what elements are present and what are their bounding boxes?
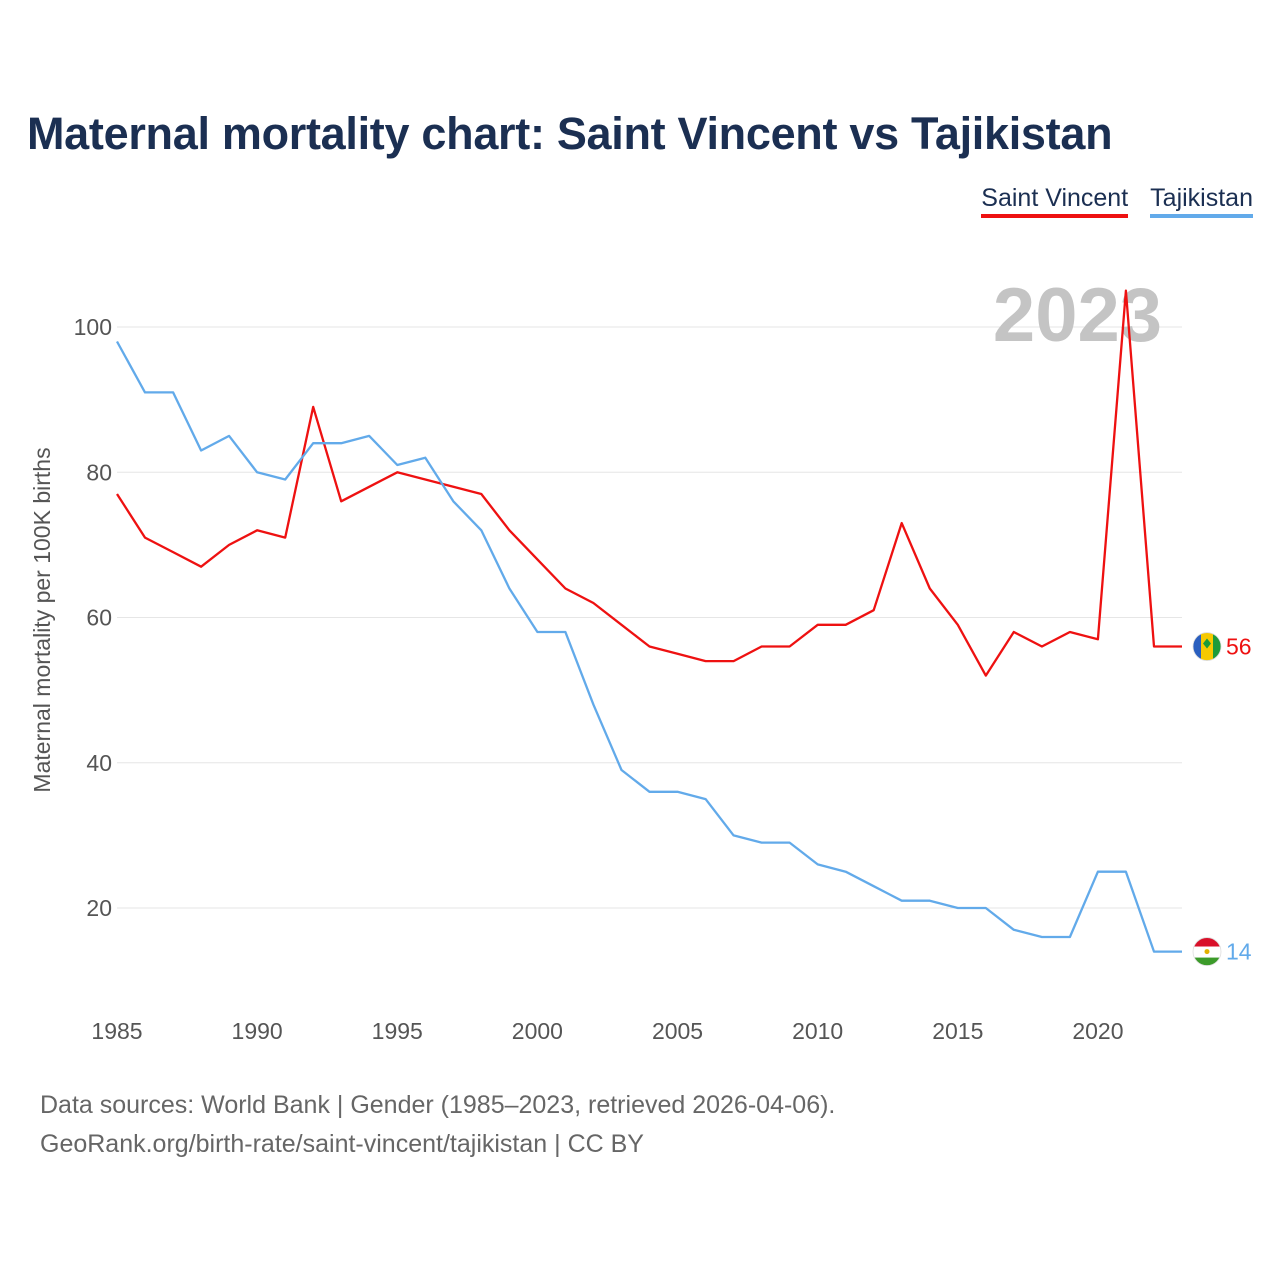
x-tick-label-1985: 1985 [91,1018,142,1044]
x-tick-label-1995: 1995 [372,1018,423,1044]
y-axis-label: Maternal mortality per 100K births [29,447,55,792]
y-tick-label-60: 60 [86,605,112,631]
end-value-saint-vincent: 56 [1226,634,1252,660]
y-tick-label-100: 100 [74,314,112,340]
chart-title: Maternal mortality chart: Saint Vincent … [27,108,1113,159]
x-axis-ticks: 1985 1990 1995 2000 2005 2010 2015 2020 [91,1018,1123,1044]
flag-icon-saint-vincent [1192,632,1222,661]
credit-line: GeoRank.org/birth-rate/saint-vincent/taj… [40,1130,644,1158]
x-tick-label-1990: 1990 [232,1018,283,1044]
series-endpoints: 56 14 [1192,632,1252,966]
x-tick-label-2015: 2015 [932,1018,983,1044]
end-value-tajikistan: 14 [1226,939,1252,965]
x-tick-label-2000: 2000 [512,1018,563,1044]
x-tick-label-2010: 2010 [792,1018,843,1044]
series-lines [115,289,1182,953]
y-tick-label-80: 80 [86,459,112,485]
legend-item-saint-vincent[interactable]: Saint Vincent [981,183,1129,218]
series-line-tajikistan [115,340,1182,953]
x-tick-label-2020: 2020 [1072,1018,1123,1044]
flag-icon-tajikistan [1192,937,1222,966]
year-watermark: 2023 [993,273,1162,358]
y-tick-label-20: 20 [86,895,112,921]
source-note: Data sources: World Bank | Gender (1985–… [40,1086,835,1164]
y-axis-ticks: 20 40 60 80 100 [74,314,112,921]
source-line: Data sources: World Bank | Gender (1985–… [40,1091,836,1119]
y-tick-label-40: 40 [86,750,112,776]
grid-lines [117,326,1182,909]
series-line-saint-vincent [116,289,1182,677]
legend-item-tajikistan[interactable]: Tajikistan [1150,183,1253,218]
x-tick-label-2005: 2005 [652,1018,703,1044]
legend: Saint Vincent Tajikistan [981,183,1253,218]
